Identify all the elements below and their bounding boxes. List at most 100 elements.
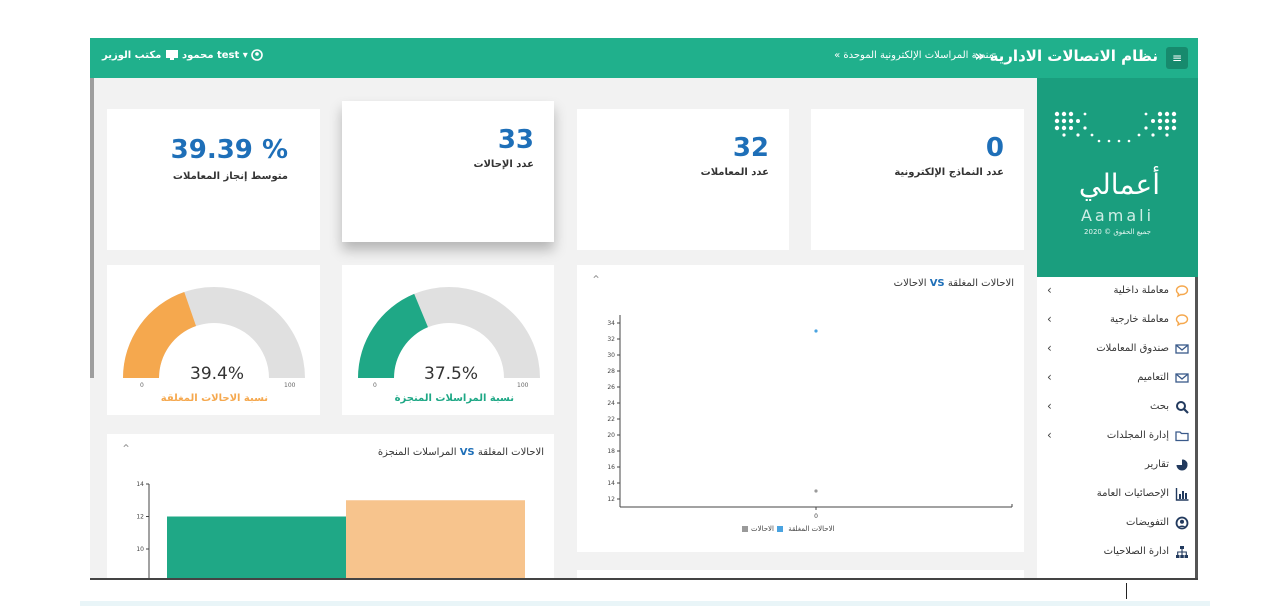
sidebar-item-search[interactable]: بحث ‹: [1037, 393, 1195, 422]
legend-label: الاحالات المغلقة: [788, 525, 835, 533]
scrollbar[interactable]: [90, 78, 94, 378]
sidebar-item-label: معاملة داخلية: [1113, 285, 1169, 296]
sidebar-item-permissions[interactable]: ادارة الصلاحيات: [1037, 538, 1195, 567]
user-circle-icon: [251, 49, 264, 61]
sidebar-item-label: ادارة الصلاحيات: [1103, 546, 1169, 557]
y-tick-label: 10: [136, 546, 144, 553]
y-tick-label: 30: [607, 352, 615, 359]
logo-latin: Aamali: [1080, 206, 1155, 225]
collapse-chevron-icon[interactable]: ⌃: [591, 273, 602, 287]
scatter-point: [814, 489, 818, 493]
stat-value: 0: [985, 133, 1004, 163]
office-link[interactable]: مكتب الوزير: [102, 49, 179, 61]
legend-label: الاحالات: [751, 525, 774, 533]
pie-chart-icon: [1176, 459, 1188, 471]
gauge-card-completed-correspondence: 37.5% 0 100 نسبة المراسلات المنجزة: [342, 265, 554, 415]
gauge-chart: [358, 287, 540, 378]
folder-icon: [1175, 431, 1189, 442]
sidebar-item-label: التفويضات: [1126, 517, 1169, 528]
y-tick-label: 14: [607, 480, 615, 487]
stat-label: متوسط إنجاز المعاملات: [172, 171, 288, 182]
bar-chart-card: ⌃ الاحالات المغلقة VS المراسلات المنجزة …: [107, 434, 554, 578]
cursor-caret: [1126, 583, 1127, 599]
gauge-card-closed-referrals: 39.4% 0 100 نسبة الاحالات المغلقة: [107, 265, 320, 415]
gauge-min: 0: [373, 382, 377, 389]
y-tick-label: 22: [607, 416, 615, 423]
gauge-chart: [123, 287, 305, 378]
bottom-strip: [80, 601, 1210, 606]
sidebar-item-label: التعاميم: [1137, 372, 1169, 383]
y-tick-label: 14: [136, 481, 144, 488]
chart-title-left: المراسلات المنجزة: [377, 447, 457, 458]
chevron-left-icon: ‹: [1047, 399, 1052, 413]
chart-title-right: الاحالات المغلقة: [947, 278, 1014, 289]
sidebar-item-delegations[interactable]: التفويضات: [1037, 509, 1195, 538]
user-circle-icon: [1175, 516, 1189, 530]
stat-label: عدد المعاملات: [700, 167, 769, 178]
sidebar: أعمالي Aamali جميع الحقوق © 2020 معاملة …: [1037, 78, 1198, 578]
user-name: محمود test ▾: [182, 50, 248, 61]
logo-arabic: أعمالي: [1078, 168, 1160, 201]
legend-swatch: [776, 526, 783, 532]
chart-title-vs: VS: [459, 447, 475, 458]
divider: [90, 578, 1198, 580]
logo-copyright: جميع الحقوق © 2020: [1084, 228, 1151, 236]
sidebar-item-label: الإحصائيات العامة: [1096, 488, 1169, 499]
sitemap-icon: [1176, 546, 1188, 558]
sidebar-item-circulars[interactable]: التعاميم ‹: [1037, 364, 1195, 393]
y-tick-label: 26: [607, 384, 615, 391]
dashboard-main: 0 عدد النماذج الإلكترونية 32 عدد المعامل…: [90, 78, 1037, 578]
sidebar-item-label: صندوق المعاملات: [1096, 343, 1169, 354]
chevron-left-icon: ‹: [1047, 283, 1052, 297]
top-bar: ≡ نظام الاتصالات الادارية « منصة المراسل…: [90, 38, 1198, 78]
chat-bubble-icon: [1175, 285, 1189, 298]
sidebar-item-label: معاملة خارجية: [1109, 314, 1169, 325]
search-icon: [1176, 401, 1189, 414]
gauge-title: نسبة المراسلات المنجزة: [394, 393, 514, 404]
sidebar-item-external[interactable]: معاملة خارجية ‹: [1037, 306, 1195, 335]
y-tick-label: 18: [607, 448, 615, 455]
y-tick-label: 34: [607, 320, 615, 327]
stat-card-forms: 0 عدد النماذج الإلكترونية: [811, 109, 1024, 250]
sidebar-item-label: إدارة المجلدات: [1106, 430, 1169, 441]
chevron-left-icon: ‹: [1047, 341, 1052, 355]
gauge-title: نسبة الاحالات المغلقة: [160, 393, 268, 404]
y-tick-label: 32: [607, 336, 615, 343]
stat-value: 33: [497, 125, 534, 155]
sidebar-item-statistics[interactable]: الإحصائيات العامة: [1037, 480, 1195, 509]
chart-title-right: الاحالات المغلقة: [477, 447, 544, 458]
gauge-value: 37.5%: [424, 364, 479, 384]
office-label: مكتب الوزير: [102, 50, 162, 61]
chat-bubble-icon: [1175, 314, 1189, 327]
hamburger-icon[interactable]: ≡: [1166, 47, 1188, 69]
gauge-max: 100: [517, 382, 529, 389]
chevron-left-icon: ‹: [1047, 312, 1052, 326]
stat-card-transactions: 32 عدد المعاملات: [577, 109, 789, 250]
lower-card: [577, 570, 1024, 578]
gauge-fill: [358, 293, 428, 378]
y-tick-label: 20: [607, 432, 615, 439]
logo-dots-icon: [1054, 111, 1177, 143]
stat-card-referrals: 33 عدد الإحالات: [342, 101, 554, 242]
x-tick-label: 0: [814, 513, 818, 520]
bar: [167, 516, 346, 578]
chart-legend: الاحالات المغلقة الاحالات: [739, 525, 835, 533]
chevron-left-icon: ‹: [1047, 428, 1052, 442]
sidebar-item-reports[interactable]: تقارير: [1037, 451, 1195, 480]
y-tick-label: 28: [607, 368, 615, 375]
chevron-left-icon: ‹: [1047, 370, 1052, 384]
legend-swatch: [742, 526, 748, 532]
stat-label: عدد النماذج الإلكترونية: [894, 167, 1004, 178]
collapse-chevron-icon[interactable]: ⌃: [121, 442, 132, 456]
stat-value: 39.39 %: [170, 135, 288, 165]
chart-title: الاحالات المغلقة VS الاحالات: [894, 278, 1014, 289]
user-menu[interactable]: محمود test ▾: [182, 49, 264, 61]
sidebar-item-inbox[interactable]: صندوق المعاملات ‹: [1037, 335, 1195, 364]
scatter-chart-card: ⌃ الاحالات المغلقة VS الاحالات 12 14 16 18 2…: [577, 265, 1024, 552]
sidebar-item-internal[interactable]: معاملة داخلية ‹: [1037, 277, 1195, 306]
sidebar-item-folders[interactable]: إدارة المجلدات ‹: [1037, 422, 1195, 451]
y-tick-label: 24: [607, 400, 615, 407]
chart-title-vs: VS: [929, 278, 945, 289]
